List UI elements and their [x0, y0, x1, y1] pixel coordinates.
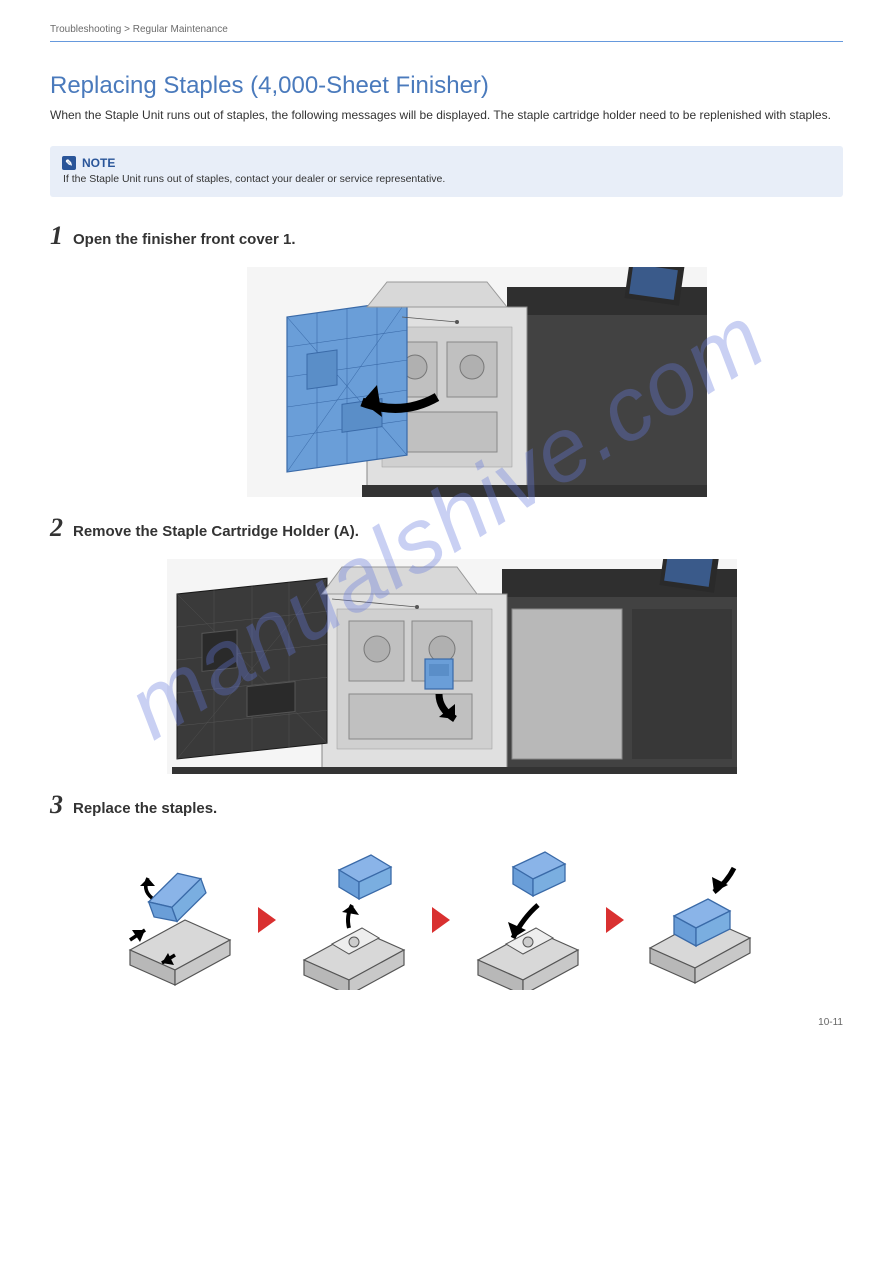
breadcrumb: Troubleshooting > Regular Maintenance	[50, 24, 228, 35]
page-title: Replacing Staples (4,000-Sheet Finisher)	[50, 72, 843, 100]
step-text: Remove the Staple Cartridge Holder (A).	[73, 523, 359, 540]
step-heading: 1 Open the finisher front cover 1.	[50, 221, 843, 251]
header-row: Troubleshooting > Regular Maintenance	[50, 24, 843, 41]
step-heading: 3 Replace the staples.	[50, 790, 843, 820]
step-number: 1	[50, 221, 63, 251]
note-icon: ✎	[62, 156, 76, 170]
step-number: 3	[50, 790, 63, 820]
staple-stage-4	[642, 850, 762, 990]
figure-wrap	[110, 267, 843, 497]
step-3: 3 Replace the staples.	[50, 790, 843, 990]
page-number: 10-11	[818, 1017, 843, 1028]
figure-wrap	[60, 559, 843, 774]
sequence-arrow-icon	[432, 907, 450, 933]
staple-stage-3	[468, 850, 588, 990]
step-number: 2	[50, 513, 63, 543]
staple-stage-2	[294, 850, 414, 990]
staple-stage-1	[120, 850, 240, 990]
note-text: If the Staple Unit runs out of staples, …	[62, 173, 831, 185]
sequence-arrow-icon	[606, 907, 624, 933]
step-1: 1 Open the finisher front cover 1.	[50, 221, 843, 497]
step-2: 2 Remove the Staple Cartridge Holder (A)…	[50, 513, 843, 774]
step-text: Replace the staples.	[73, 800, 217, 817]
note-header: ✎ NOTE	[62, 156, 831, 170]
note-label: NOTE	[82, 156, 115, 170]
printer-figure-2	[167, 559, 737, 774]
printer-figure-1	[247, 267, 707, 497]
note-box: ✎ NOTE If the Staple Unit runs out of st…	[50, 146, 843, 197]
staple-sequence	[120, 850, 843, 990]
sequence-arrow-icon	[258, 907, 276, 933]
header-divider: Troubleshooting > Regular Maintenance	[50, 24, 843, 42]
step-heading: 2 Remove the Staple Cartridge Holder (A)…	[50, 513, 843, 543]
page-subtitle: When the Staple Unit runs out of staples…	[50, 108, 843, 122]
step-text: Open the finisher front cover 1.	[73, 231, 296, 248]
